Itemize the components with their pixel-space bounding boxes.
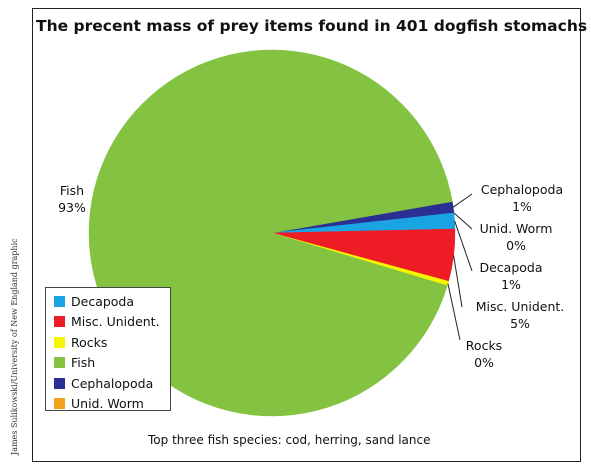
legend-label: Decapoda (71, 293, 135, 309)
legend-label: Rocks (71, 334, 108, 350)
slice-label-cephalopoda-name: Cephalopoda (480, 182, 564, 197)
legend-item-decapoda: Decapoda (54, 291, 170, 312)
slice-label-decapoda-name: Decapoda (479, 260, 543, 275)
slice-label-decapoda-value: 1% (501, 277, 521, 292)
slice-label-unid-worm-name: Unid. Worm (479, 221, 553, 236)
legend-item-cephalopoda: Cephalopoda (54, 373, 170, 394)
slice-label-cephalopoda: Cephalopoda 1% (474, 181, 570, 215)
legend-label: Unid. Worm (71, 396, 144, 412)
legend-label: Cephalopoda (71, 375, 154, 391)
leader-line (454, 220, 473, 272)
legend-swatch (54, 336, 65, 348)
slice-label-unid-worm: Unid. Worm 0% (474, 220, 558, 254)
slice-label-unid-worm-value: 0% (506, 238, 526, 253)
legend-swatch (54, 357, 65, 369)
chart-legend: Decapoda Misc. Unident. Rocks Fish Cepha… (45, 287, 171, 411)
legend-swatch (54, 316, 65, 328)
leader-line (452, 193, 473, 208)
legend-item-rocks: Rocks (54, 332, 170, 353)
legend-swatch (54, 295, 65, 307)
legend-swatch (54, 398, 65, 410)
leader-line (447, 283, 461, 341)
leader-line (453, 255, 463, 308)
chart-annotation: Top three fish species: cod, herring, sa… (148, 433, 431, 447)
slice-label-misc-unident-value: 5% (510, 316, 530, 331)
slice-label-fish: Fish 93% (52, 182, 92, 216)
chart-title: The precent mass of prey items found in … (36, 17, 588, 35)
leader-line (453, 212, 473, 230)
legend-item-misc-unident: Misc. Unident. (54, 312, 170, 333)
slice-label-rocks-value: 0% (474, 355, 494, 370)
legend-swatch (54, 377, 65, 389)
slice-label-fish-value: 93% (58, 200, 86, 215)
slice-label-fish-name: Fish (59, 183, 85, 198)
slice-label-rocks: Rocks 0% (458, 337, 510, 371)
legend-label: Fish (71, 355, 96, 371)
slice-label-cephalopoda-value: 1% (512, 199, 532, 214)
legend-label: Misc. Unident. (71, 314, 160, 330)
slice-label-misc-unident: Misc. Unident. 5% (464, 298, 576, 332)
slice-label-rocks-name: Rocks (465, 338, 503, 353)
legend-item-unid-worm: Unid. Worm (54, 394, 170, 415)
slice-label-misc-unident-name: Misc. Unident. (475, 299, 565, 314)
slice-label-decapoda: Decapoda 1% (474, 259, 548, 293)
legend-item-fish: Fish (54, 353, 170, 374)
pie-slice-fish (88, 49, 453, 417)
